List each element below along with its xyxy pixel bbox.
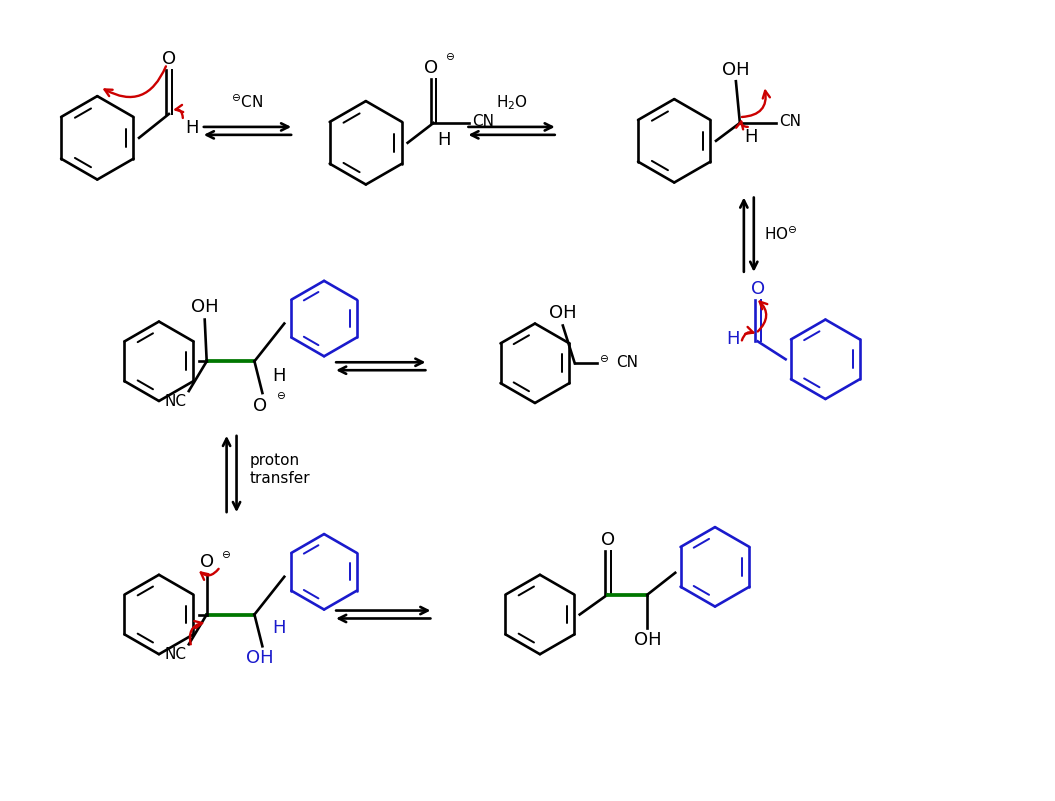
Text: CN: CN bbox=[473, 115, 495, 130]
Text: HO$^{\ominus}$: HO$^{\ominus}$ bbox=[764, 226, 798, 243]
Text: NC: NC bbox=[165, 647, 187, 662]
Text: H: H bbox=[185, 119, 198, 137]
Text: CN: CN bbox=[616, 355, 638, 370]
Text: $^{\ominus}$: $^{\ominus}$ bbox=[276, 391, 286, 406]
Text: H: H bbox=[438, 131, 450, 149]
Text: O: O bbox=[253, 397, 268, 415]
Text: $^{\ominus}$CN: $^{\ominus}$CN bbox=[231, 94, 264, 111]
Text: OH: OH bbox=[191, 298, 218, 316]
Text: H: H bbox=[744, 128, 757, 146]
Text: O: O bbox=[751, 280, 765, 298]
Text: H: H bbox=[272, 619, 286, 638]
Text: O: O bbox=[600, 531, 615, 549]
Text: NC: NC bbox=[165, 394, 187, 409]
Text: H: H bbox=[727, 331, 740, 348]
Text: $^{\ominus}$: $^{\ominus}$ bbox=[445, 52, 456, 67]
Text: H: H bbox=[272, 367, 286, 385]
Text: H$_2$O: H$_2$O bbox=[496, 93, 529, 112]
Text: proton: proton bbox=[249, 453, 300, 468]
Text: CN: CN bbox=[779, 115, 801, 130]
Text: transfer: transfer bbox=[249, 471, 310, 486]
Text: OH: OH bbox=[246, 650, 273, 667]
Text: OH: OH bbox=[549, 304, 577, 321]
Text: O: O bbox=[424, 59, 439, 77]
Text: OH: OH bbox=[634, 631, 661, 650]
Text: $^{\ominus}$: $^{\ominus}$ bbox=[220, 549, 231, 565]
Text: OH: OH bbox=[722, 61, 750, 79]
Text: O: O bbox=[199, 553, 214, 571]
Text: $^{\ominus}$: $^{\ominus}$ bbox=[598, 355, 609, 370]
Text: O: O bbox=[161, 50, 176, 68]
